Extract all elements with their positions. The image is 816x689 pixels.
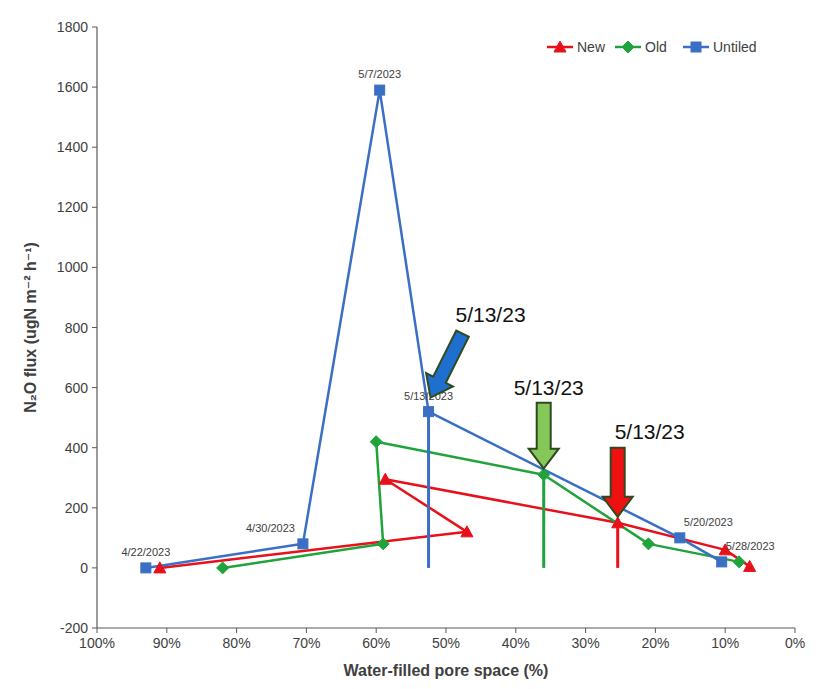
plot-data xyxy=(141,85,756,574)
x-tick-label: 30% xyxy=(572,635,600,651)
x-tick-label: 60% xyxy=(362,635,390,651)
x-tick-label: 0% xyxy=(785,635,805,651)
y-tick-label: 600 xyxy=(65,380,89,396)
point-label: 5/7/2023 xyxy=(358,68,401,80)
legend-label: Old xyxy=(645,39,667,55)
x-tick xyxy=(515,628,516,633)
y-tick xyxy=(92,387,97,388)
point xyxy=(375,85,385,95)
point-label: 4/30/2023 xyxy=(246,522,295,534)
x-tick-label: 10% xyxy=(711,635,739,651)
y-tick xyxy=(92,87,97,88)
callout-text: 5/13/23 xyxy=(456,303,526,326)
y-tick-label: 1200 xyxy=(57,199,88,215)
point xyxy=(675,533,685,543)
point-label: 5/28/2023 xyxy=(726,540,775,552)
x-tick-label: 40% xyxy=(502,635,530,651)
series-line xyxy=(160,479,750,568)
drop-line xyxy=(542,475,545,568)
point xyxy=(377,538,389,550)
legend-label: Untiled xyxy=(713,39,757,55)
x-tick xyxy=(306,628,307,633)
legend-label: New xyxy=(577,39,606,55)
point xyxy=(370,436,382,448)
x-tick xyxy=(585,628,586,633)
drop-line xyxy=(616,523,619,568)
x-tick-label: 70% xyxy=(292,635,320,651)
x-tick xyxy=(97,628,98,633)
point xyxy=(217,562,229,574)
x-tick-label: 80% xyxy=(223,635,251,651)
y-tick-label: 400 xyxy=(65,440,89,456)
y-tick xyxy=(92,447,97,448)
point xyxy=(154,562,166,573)
point-label: 4/22/2023 xyxy=(121,546,170,558)
y-tick xyxy=(92,507,97,508)
point xyxy=(461,526,473,537)
legend-marker xyxy=(554,41,566,52)
callout-text: 5/13/23 xyxy=(615,420,685,443)
y-tick-label: -200 xyxy=(60,620,88,636)
y-tick xyxy=(92,327,97,328)
y-tick xyxy=(92,267,97,268)
y-tick-label: 0 xyxy=(80,560,88,576)
x-tick xyxy=(446,628,447,633)
y-tick xyxy=(92,567,97,568)
point xyxy=(379,473,391,484)
series-line xyxy=(223,442,740,568)
x-tick-label: 90% xyxy=(153,635,181,651)
y-tick-label: 1400 xyxy=(57,139,88,155)
x-tick-label: 20% xyxy=(641,635,669,651)
point xyxy=(717,557,727,567)
y-tick-label: 1800 xyxy=(57,19,88,35)
y-tick xyxy=(92,628,97,629)
callout-arrow xyxy=(426,331,469,398)
legend: New Old Untiled xyxy=(547,39,757,55)
y-tick-label: 800 xyxy=(65,320,89,336)
y-tick-label: 1000 xyxy=(57,259,88,275)
y-tick xyxy=(92,147,97,148)
x-tick-label: 50% xyxy=(432,635,460,651)
x-tick xyxy=(376,628,377,633)
x-axis-label: Water-filled pore space (%) xyxy=(344,662,549,679)
point xyxy=(612,517,624,528)
x-tick xyxy=(166,628,167,633)
y-tick xyxy=(92,207,97,208)
point-label: 5/20/2023 xyxy=(684,516,733,528)
x-tick xyxy=(725,628,726,633)
callout-arrow xyxy=(603,448,633,517)
y-tick xyxy=(92,27,97,28)
chart: -200 0 200 400 600 800 1000 1200 1400 1600 1800 100… xyxy=(0,0,816,689)
point xyxy=(538,469,550,481)
y-axis-label: N₂O flux (ugN m⁻² h⁻¹) xyxy=(22,242,39,413)
y-tick-label: 1600 xyxy=(57,79,88,95)
legend-marker xyxy=(622,41,634,53)
point xyxy=(298,539,308,549)
point xyxy=(424,407,434,417)
callout-text: 5/13/23 xyxy=(514,376,584,399)
y-tick-label: 200 xyxy=(65,500,89,516)
x-tick-label: 100% xyxy=(79,635,115,651)
point xyxy=(141,563,151,573)
drop-line xyxy=(427,412,430,568)
x-tick xyxy=(236,628,237,633)
point xyxy=(642,538,654,550)
callout-arrow xyxy=(529,403,559,469)
legend-marker xyxy=(691,42,701,52)
x-tick xyxy=(655,628,656,633)
point xyxy=(733,556,745,568)
x-tick xyxy=(795,628,796,633)
series-line xyxy=(146,90,722,568)
